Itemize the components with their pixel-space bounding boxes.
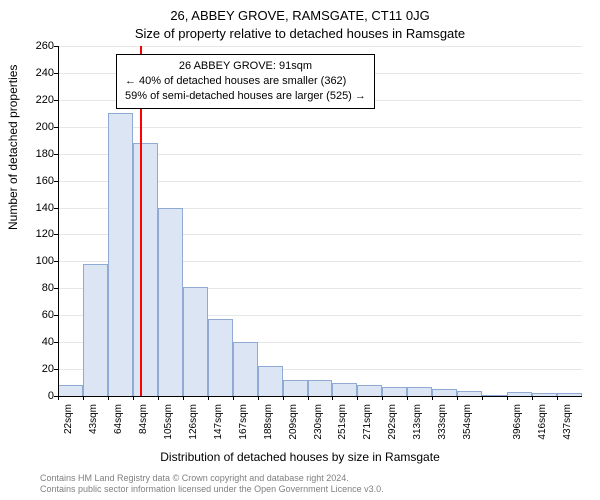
x-tick-label: 22sqm [63,404,74,444]
histogram-bar [108,113,133,396]
x-tick-label: 209sqm [288,404,299,444]
x-axis-line [58,396,582,397]
y-tick-label: 240 [36,67,54,79]
histogram-bar [357,385,382,396]
histogram-bar [258,366,283,396]
footer-attribution: Contains HM Land Registry data © Crown c… [40,473,600,496]
y-axis-line [58,46,59,396]
y-tick-label: 20 [42,363,54,375]
chart-title-address: 26, ABBEY GROVE, RAMSGATE, CT11 0JG [0,8,600,23]
histogram-bar [83,264,108,396]
chart-container: 26, ABBEY GROVE, RAMSGATE, CT11 0JG Size… [0,0,600,500]
x-tick-label: 147sqm [213,404,224,444]
y-tick-label: 220 [36,94,54,106]
y-tick-label: 40 [42,336,54,348]
y-tick-label: 80 [42,282,54,294]
y-tick-label: 0 [48,390,54,402]
y-axis-label: Number of detached properties [6,65,20,230]
x-tick-label: 313sqm [412,404,423,444]
x-tick-label: 230sqm [313,404,324,444]
histogram-bar [208,319,233,396]
y-tick-label: 140 [36,202,54,214]
y-tick-label: 180 [36,148,54,160]
histogram-bar [332,383,357,396]
x-axis-label: Distribution of detached houses by size … [0,450,600,464]
y-tick-label: 260 [36,40,54,52]
x-tick-label: 188sqm [263,404,274,444]
annotation-line2: ← 40% of detached houses are smaller (36… [125,74,366,89]
annotation-box: 26 ABBEY GROVE: 91sqm ← 40% of detached … [116,54,375,109]
histogram-bar [233,342,258,396]
x-tick-label: 126sqm [188,404,199,444]
footer-line2: Contains public sector information licen… [40,484,600,496]
gridline [58,127,582,128]
x-tick-label: 105sqm [163,404,174,444]
x-tick-label: 84sqm [138,404,149,444]
x-tick-label: 251sqm [337,404,348,444]
x-tick-label: 167sqm [238,404,249,444]
histogram-bar [382,387,407,396]
y-tick-label: 160 [36,175,54,187]
plot-area: 02040608010012014016018020022024026022sq… [58,46,582,396]
histogram-bar [432,389,457,396]
gridline [58,46,582,47]
x-tick-label: 43sqm [88,404,99,444]
x-tick-label: 292sqm [387,404,398,444]
y-tick-label: 100 [36,255,54,267]
x-tick-label: 396sqm [512,404,523,444]
histogram-bar [183,287,208,396]
x-tick-label: 333sqm [437,404,448,444]
y-tick-label: 200 [36,121,54,133]
x-tick-label: 271sqm [362,404,373,444]
histogram-bar [283,380,308,396]
histogram-bar [133,143,158,396]
x-tick-label: 416sqm [537,404,548,444]
x-tick-label: 354sqm [462,404,473,444]
y-tick-label: 60 [42,309,54,321]
annotation-line1: 26 ABBEY GROVE: 91sqm [125,59,366,74]
footer-line1: Contains HM Land Registry data © Crown c… [40,473,600,485]
histogram-bar [58,385,83,396]
chart-title-desc: Size of property relative to detached ho… [0,26,600,41]
x-tick-label: 437sqm [562,404,573,444]
annotation-line3: 59% of semi-detached houses are larger (… [125,89,366,104]
histogram-bar [407,387,432,396]
x-tick-label: 64sqm [113,404,124,444]
histogram-bar [308,380,333,396]
histogram-bar [158,208,183,396]
y-tick-label: 120 [36,228,54,240]
